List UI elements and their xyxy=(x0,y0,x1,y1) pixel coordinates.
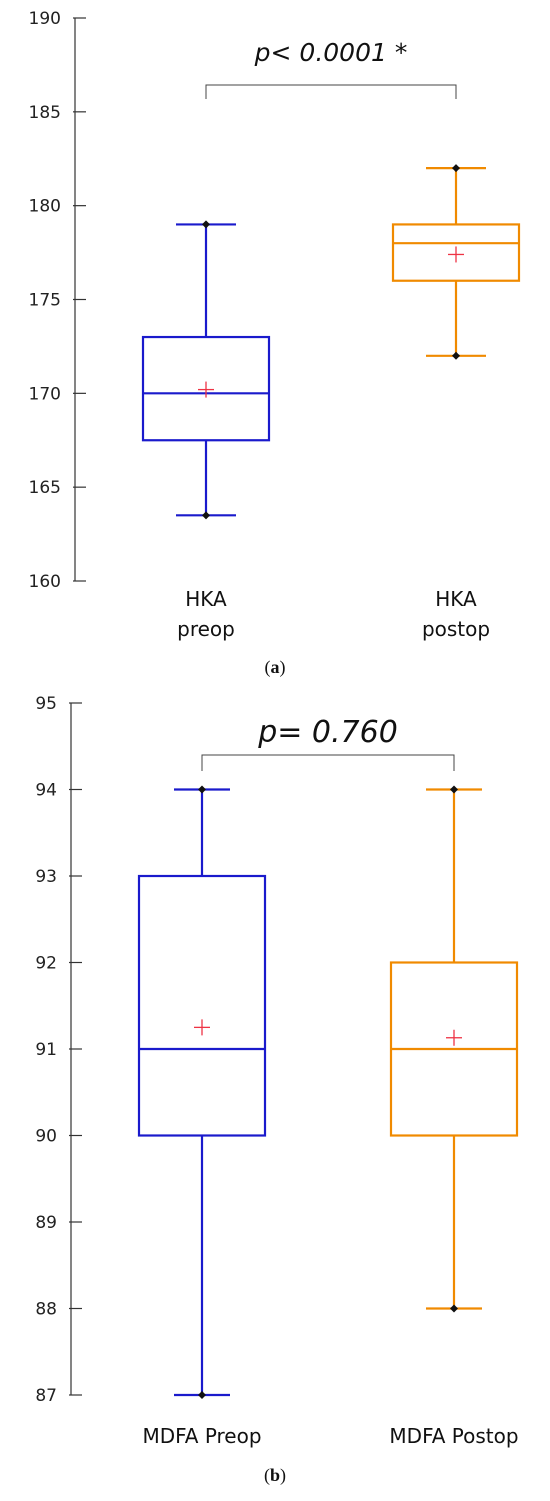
y-tick-label: 89 xyxy=(35,1213,57,1233)
y-tick-label: 88 xyxy=(35,1300,57,1320)
y-tick-label: 170 xyxy=(29,384,61,404)
y-tick-label: 92 xyxy=(35,954,57,974)
y-tick-label: 185 xyxy=(29,103,61,123)
max-marker xyxy=(452,164,460,173)
box-plot-0 xyxy=(141,220,271,520)
panel-a-boxplot: 160 165 170 175 180 185 190 HKA preop HKA postop p<… xyxy=(29,9,521,678)
panel-caption-close: ) xyxy=(280,1465,286,1486)
min-marker xyxy=(198,1391,206,1399)
y-tick-label: 94 xyxy=(35,781,57,801)
y-tick-label: 190 xyxy=(29,9,61,29)
min-marker xyxy=(450,1304,458,1313)
panel-caption-letter: a xyxy=(271,657,280,677)
panel-caption-open: ( xyxy=(265,657,271,678)
category-label: HKA xyxy=(435,587,477,611)
y-tick-label: 180 xyxy=(29,197,61,217)
category-label: postop xyxy=(422,617,490,641)
panel-caption: (b) xyxy=(264,1465,286,1486)
iqr-box xyxy=(141,335,271,442)
box-plot-1 xyxy=(391,164,521,360)
y-tick-label: 95 xyxy=(35,694,57,714)
category-label: MDFA Preop xyxy=(142,1424,261,1448)
y-tick-label: 91 xyxy=(35,1040,57,1060)
category-label: preop xyxy=(177,617,235,641)
category-label: MDFA Postop xyxy=(389,1424,518,1448)
iqr-box xyxy=(137,874,267,1137)
max-marker xyxy=(202,220,210,229)
iqr-box xyxy=(391,223,521,282)
y-tick-label: 87 xyxy=(35,1386,57,1406)
category-label: HKA xyxy=(185,587,227,611)
box-plot-1 xyxy=(389,785,519,1313)
p-value-label: p= 0.760 xyxy=(257,715,398,750)
panel-caption: (a) xyxy=(265,657,286,678)
panel-caption-open: ( xyxy=(264,1465,270,1486)
panel-b-boxplot: 87 88 89 90 91 92 93 94 95 MDFA Preop MDFA Postop p… xyxy=(35,694,518,1486)
y-tick-label: 165 xyxy=(29,478,61,498)
y-tick-label: 90 xyxy=(35,1127,57,1147)
max-marker xyxy=(198,785,206,794)
min-marker xyxy=(202,511,210,520)
box-plot-0 xyxy=(137,785,267,1399)
significance-bracket xyxy=(205,84,457,99)
y-tick-label: 160 xyxy=(29,572,61,592)
p-value-label: p< 0.0001 * xyxy=(254,38,408,67)
max-marker xyxy=(450,785,458,794)
min-marker xyxy=(452,351,460,360)
panel-caption-close: ) xyxy=(280,657,286,678)
y-tick-label: 93 xyxy=(35,867,57,887)
significance-bracket xyxy=(201,754,455,771)
y-tick-label: 175 xyxy=(29,291,61,311)
panel-caption-letter: b xyxy=(270,1465,280,1485)
